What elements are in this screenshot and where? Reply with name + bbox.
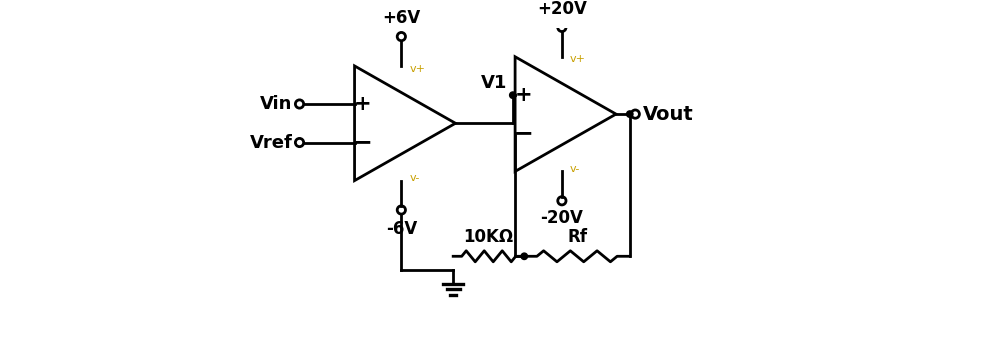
Text: +: + <box>354 94 371 114</box>
Circle shape <box>626 111 633 117</box>
Text: −: − <box>353 131 372 155</box>
Text: +: + <box>515 85 533 105</box>
Circle shape <box>521 253 528 259</box>
Text: Vout: Vout <box>642 104 694 124</box>
Text: −: − <box>514 121 534 145</box>
Text: v+: v+ <box>410 64 426 74</box>
Text: +20V: +20V <box>536 0 587 18</box>
Text: -20V: -20V <box>540 209 583 227</box>
Text: Rf: Rf <box>567 228 587 246</box>
Text: Vin: Vin <box>260 95 292 113</box>
Circle shape <box>510 92 516 98</box>
Text: Vref: Vref <box>250 133 292 152</box>
Text: +6V: +6V <box>382 9 421 27</box>
Text: v-: v- <box>410 173 420 183</box>
Text: v-: v- <box>570 164 581 174</box>
Text: V1: V1 <box>481 74 507 91</box>
Text: v+: v+ <box>570 55 586 64</box>
Text: -6V: -6V <box>385 219 417 238</box>
Text: 10KΩ: 10KΩ <box>463 228 514 246</box>
